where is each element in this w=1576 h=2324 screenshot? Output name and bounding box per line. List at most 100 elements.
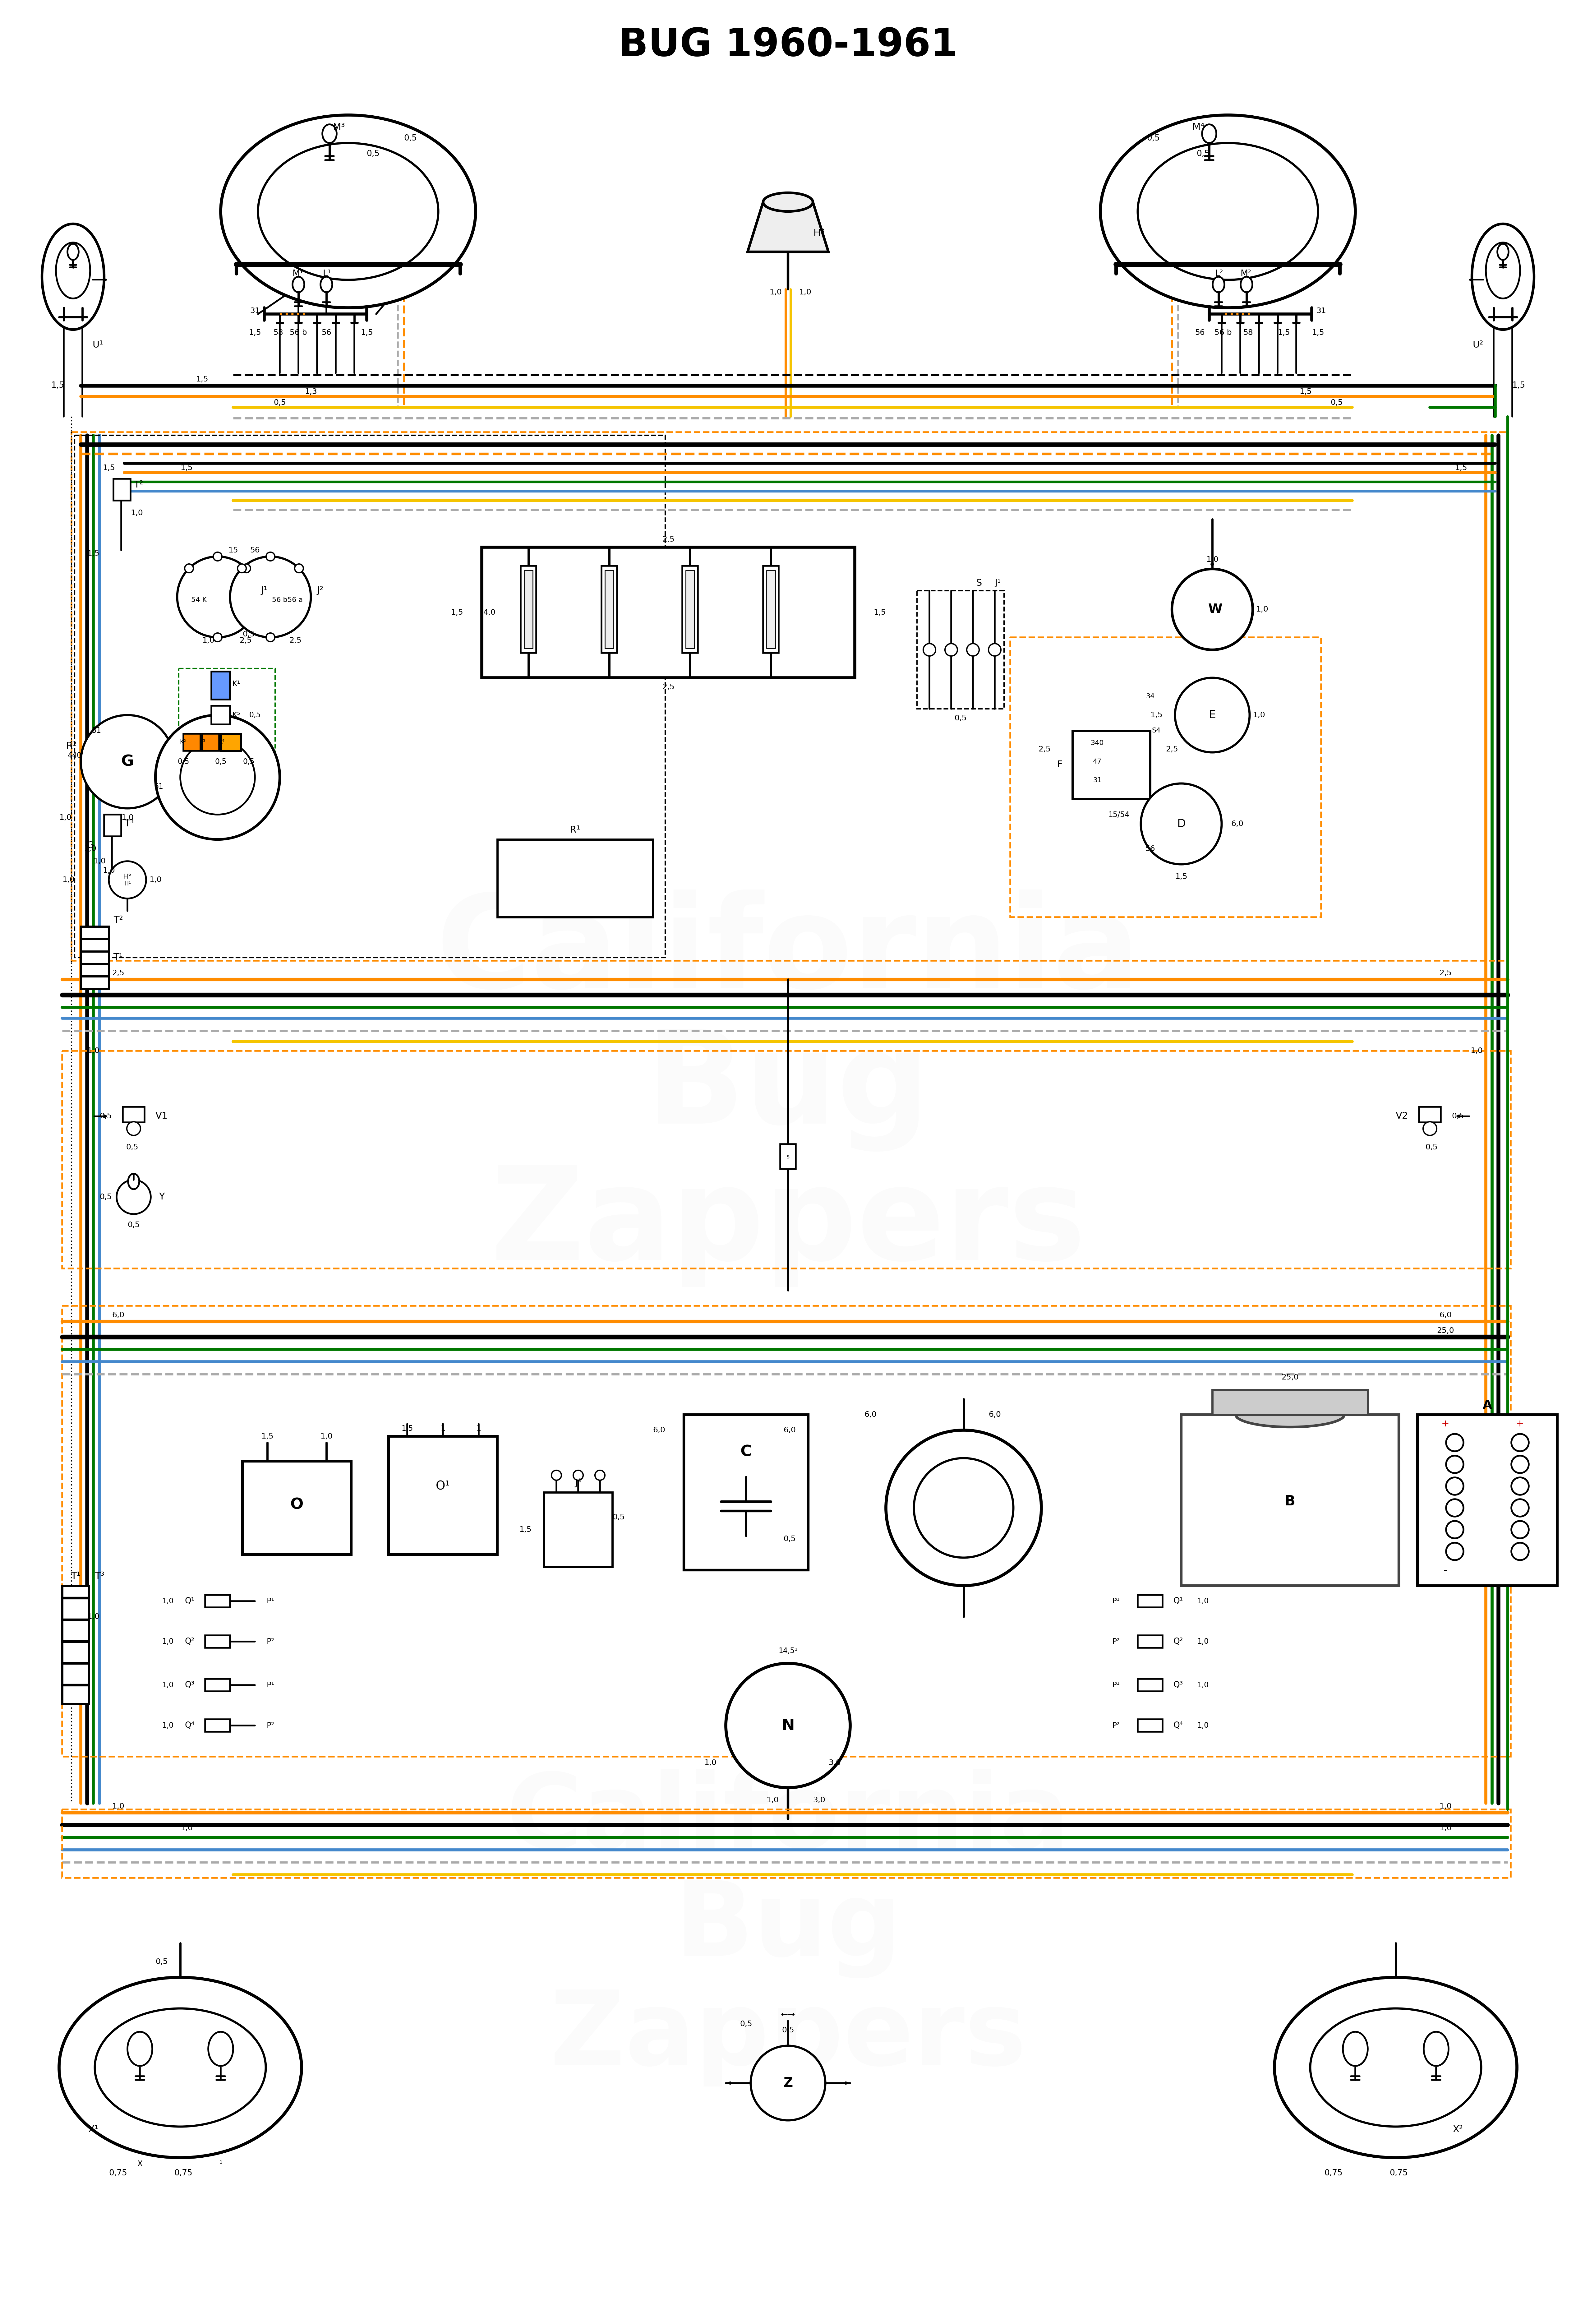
Text: 340: 340: [1091, 739, 1103, 746]
Text: 1,0: 1,0: [704, 1759, 717, 1766]
Text: 3,0: 3,0: [813, 1796, 826, 1803]
Text: M³: M³: [333, 123, 345, 132]
Circle shape: [1447, 1455, 1464, 1473]
Bar: [389, 1436, 498, 1555]
Text: 31: 31: [251, 307, 260, 314]
Text: 1: 1: [441, 1425, 446, 1432]
Ellipse shape: [1212, 277, 1225, 293]
Text: 1,0: 1,0: [1439, 1824, 1451, 1831]
Text: V1: V1: [156, 1111, 169, 1120]
Bar: [205, 1636, 230, 1648]
Circle shape: [596, 1471, 605, 1480]
Bar: [178, 669, 276, 758]
Text: R¹: R¹: [571, 825, 580, 834]
Text: L¹: L¹: [323, 270, 331, 279]
Text: 1,0: 1,0: [766, 1796, 779, 1803]
Circle shape: [966, 644, 979, 655]
Circle shape: [1423, 1122, 1437, 1136]
Text: P²: P²: [266, 1638, 274, 1645]
Bar: [482, 546, 854, 679]
Text: K³: K³: [199, 739, 205, 746]
Ellipse shape: [258, 144, 438, 279]
Text: 1,0: 1,0: [87, 1613, 99, 1620]
Ellipse shape: [1343, 2031, 1368, 2066]
Text: 0,75: 0,75: [1390, 2168, 1407, 2178]
Bar: [1072, 730, 1150, 799]
Circle shape: [750, 2045, 826, 2119]
Text: 6,0: 6,0: [652, 1427, 665, 1434]
Text: 56 b: 56 b: [290, 330, 307, 337]
Text: 2,5: 2,5: [112, 969, 125, 976]
Bar: [61, 1050, 1511, 1269]
Text: 15: 15: [229, 546, 238, 553]
Text: 1,5: 1,5: [519, 1527, 531, 1534]
Text: ¹: ¹: [219, 2159, 222, 2168]
Text: T²: T²: [113, 916, 123, 925]
Ellipse shape: [95, 2008, 266, 2126]
Text: 1,0: 1,0: [1198, 1722, 1209, 1729]
Bar: [766, 569, 775, 648]
Ellipse shape: [128, 2031, 153, 2066]
Text: 1,5: 1,5: [1278, 330, 1291, 337]
Text: 0,75: 0,75: [175, 2168, 192, 2178]
Text: L²: L²: [1215, 270, 1223, 279]
Text: 1,0: 1,0: [93, 858, 106, 865]
Text: 1,0: 1,0: [1253, 711, 1266, 718]
Bar: [183, 734, 200, 751]
Text: 31: 31: [1316, 307, 1325, 314]
Text: P¹: P¹: [1113, 1680, 1121, 1690]
Circle shape: [1447, 1478, 1464, 1494]
Circle shape: [574, 1471, 583, 1480]
Text: Q⁴: Q⁴: [184, 1722, 194, 1729]
Bar: [243, 1462, 351, 1555]
Ellipse shape: [1240, 277, 1253, 293]
Text: 2,5: 2,5: [1166, 746, 1179, 753]
Text: 0,5: 0,5: [99, 1113, 112, 1120]
Text: Q⁴: Q⁴: [1173, 1722, 1184, 1729]
Text: 2,5: 2,5: [662, 683, 675, 690]
Bar: [80, 927, 109, 988]
Text: -: -: [1444, 1564, 1447, 1576]
Text: 56: 56: [1195, 330, 1204, 337]
Bar: [544, 1492, 613, 1566]
Text: 56 b: 56 b: [273, 597, 287, 604]
Text: M⁴: M⁴: [1193, 123, 1204, 132]
Circle shape: [552, 1471, 561, 1480]
Text: 6,0: 6,0: [783, 1427, 796, 1434]
Text: 0,5: 0,5: [955, 713, 966, 723]
Text: 0,5: 0,5: [782, 2027, 794, 2034]
Bar: [684, 1415, 808, 1571]
Text: Q³: Q³: [1173, 1680, 1184, 1690]
Bar: [525, 569, 533, 648]
Text: 1,0: 1,0: [1470, 1048, 1483, 1055]
Text: Z: Z: [783, 2078, 793, 2089]
Text: T³: T³: [95, 1571, 104, 1580]
Text: 2,5: 2,5: [1039, 746, 1051, 753]
Text: G: G: [87, 841, 95, 851]
Ellipse shape: [57, 242, 90, 297]
Text: 61: 61: [154, 783, 164, 790]
Text: 31: 31: [1092, 776, 1102, 783]
Text: T¹: T¹: [71, 1571, 80, 1580]
Circle shape: [213, 632, 222, 641]
Text: 0,5: 0,5: [214, 758, 227, 765]
Text: 1,0: 1,0: [320, 1432, 333, 1441]
Bar: [74, 435, 665, 957]
Text: 6,0: 6,0: [112, 1311, 125, 1318]
Text: 25,0: 25,0: [1437, 1327, 1455, 1334]
Text: 1,5: 1,5: [249, 330, 262, 337]
Bar: [686, 569, 695, 648]
Text: 1,0: 1,0: [799, 288, 812, 295]
Text: Y: Y: [159, 1192, 164, 1202]
Circle shape: [184, 565, 194, 572]
Text: 0,5: 0,5: [156, 1959, 167, 1966]
Bar: [205, 1594, 230, 1608]
Text: 56: 56: [251, 546, 260, 553]
Circle shape: [126, 1122, 140, 1136]
Text: 0,5: 0,5: [783, 1536, 796, 1543]
Bar: [485, 551, 851, 674]
Bar: [205, 1678, 230, 1692]
Text: 1,5: 1,5: [262, 1432, 274, 1441]
Circle shape: [213, 553, 222, 560]
Ellipse shape: [1202, 125, 1217, 144]
